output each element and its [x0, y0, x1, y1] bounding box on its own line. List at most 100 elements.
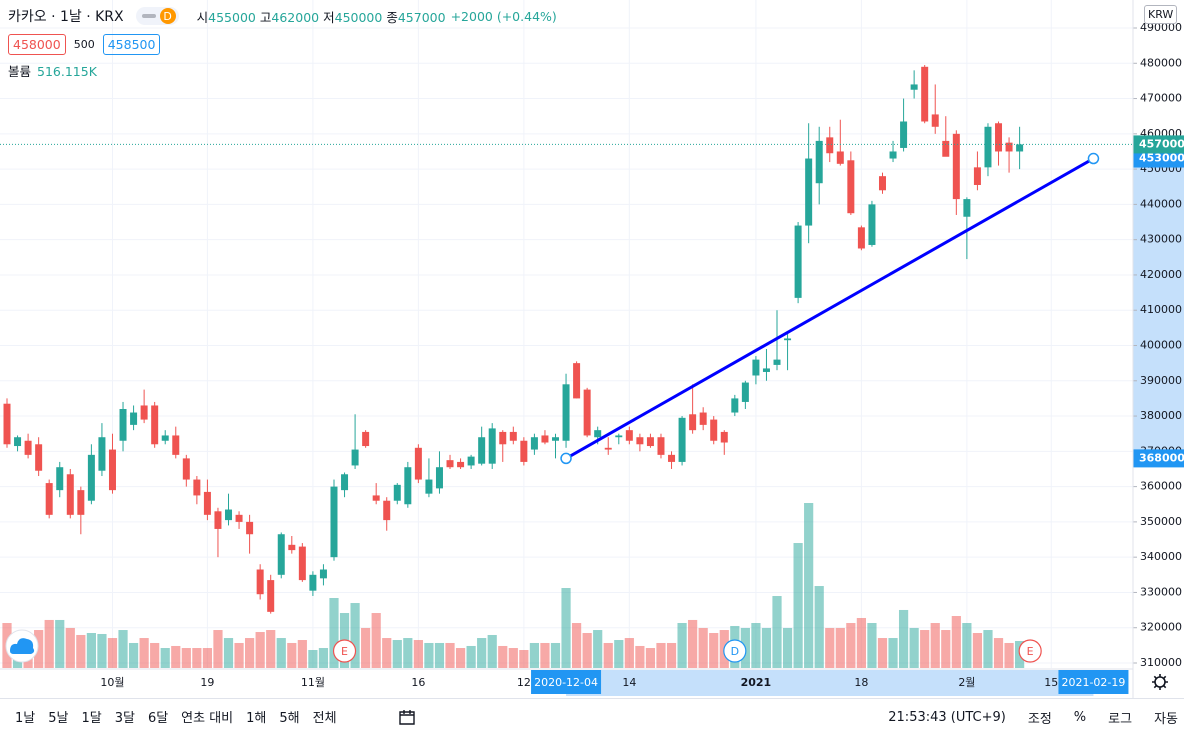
- volume-bar: [825, 627, 835, 668]
- candle-body: [214, 511, 222, 529]
- time-range-highlight: [566, 670, 1094, 696]
- candle-body: [720, 431, 728, 443]
- volume-bar: [487, 634, 497, 668]
- currency[interactable]: KRW: [1144, 5, 1178, 24]
- event-label: E: [1027, 645, 1034, 658]
- bid[interactable]: 458000: [8, 33, 66, 55]
- option-button[interactable]: 조정: [1027, 711, 1052, 727]
- volume-bar: [540, 642, 550, 668]
- candle-body: [752, 359, 760, 376]
- volume-bar: [65, 627, 75, 668]
- date-range-icon[interactable]: [397, 707, 417, 727]
- volume-name: 볼륨: [8, 64, 32, 79]
- range-button[interactable]: 3달: [114, 711, 135, 726]
- candle-body: [351, 449, 359, 466]
- settings-icon[interactable]: [1152, 674, 1168, 690]
- volume-bar: [656, 642, 666, 668]
- volume-bar: [793, 543, 803, 668]
- volume-bar: [455, 648, 466, 668]
- y-tick-label: 320000: [1140, 621, 1182, 634]
- y-tick-label: 380000: [1140, 409, 1182, 422]
- option-button[interactable]: %: [1073, 709, 1087, 725]
- volume-bar: [772, 596, 782, 668]
- volume-bar: [308, 650, 318, 668]
- x-tick-label: 11월: [301, 676, 325, 689]
- candle-body: [794, 225, 802, 298]
- volume-bar: [993, 638, 1004, 668]
- event-marker[interactable]: E: [332, 639, 357, 663]
- candle-body: [87, 454, 95, 501]
- volume-bar: [962, 623, 972, 668]
- event-label: E: [341, 645, 348, 658]
- volume-bar: [898, 609, 909, 668]
- candle-body: [140, 405, 148, 420]
- x-tick-label: 14: [622, 676, 636, 689]
- candle-body: [520, 440, 528, 462]
- range-button[interactable]: 5해: [279, 711, 300, 726]
- candle-body: [952, 133, 960, 200]
- volume-bar: [234, 642, 244, 668]
- spread: 500: [73, 37, 95, 51]
- candle-body: [225, 509, 233, 521]
- event-marker[interactable]: D: [723, 639, 747, 663]
- candle-body: [910, 84, 918, 90]
- candle-body: [921, 66, 929, 122]
- candle-body: [900, 121, 908, 148]
- candle-body: [552, 437, 559, 441]
- candle-body: [478, 437, 486, 464]
- logo[interactable]: [5, 629, 39, 663]
- range-button[interactable]: 1달: [81, 711, 102, 726]
- range-button[interactable]: 전체: [312, 711, 337, 726]
- candle-body: [868, 204, 876, 245]
- ask[interactable]: 458500: [102, 33, 161, 55]
- candle-body: [3, 403, 11, 445]
- candle-body: [878, 176, 886, 191]
- y-tick-label: 480000: [1140, 56, 1182, 69]
- range-button[interactable]: 1해: [246, 711, 267, 726]
- candle-body: [805, 158, 813, 226]
- gear-teeth[interactable]: [1152, 674, 1168, 690]
- volume-bar: [688, 619, 698, 668]
- price-label-box: [1133, 149, 1184, 168]
- range-button[interactable]: 1날: [15, 711, 36, 726]
- candle-body: [383, 500, 391, 521]
- option-button[interactable]: 자동: [1154, 711, 1178, 727]
- volume-bar: [413, 640, 423, 668]
- volume-bar: [751, 623, 761, 668]
- symbol[interactable]: 카카오 · 1날 · KRX: [8, 9, 124, 25]
- range-button[interactable]: 연초 대비: [181, 711, 234, 726]
- x-tick-label: 19: [200, 676, 214, 689]
- toolbar: 1날 5날 1달 3달 6달 연초 대비 1해 5해 전체 21:53:43 (UTC+9) 조…: [0, 698, 1184, 734]
- candle-body: [530, 437, 538, 450]
- candle-body: [573, 363, 581, 399]
- ohlc: 시455000 고462000 저450000 종457000: [193, 7, 446, 26]
- range-button[interactable]: 6달: [147, 711, 169, 726]
- candle-body: [931, 114, 939, 127]
- volume-bar: [508, 648, 518, 668]
- volume-bar: [582, 633, 592, 668]
- volume-bar: [835, 627, 845, 668]
- event-marker[interactable]: E: [1018, 639, 1042, 663]
- volume-bar: [192, 648, 202, 668]
- calendar[interactable]: [399, 710, 415, 725]
- candle-body: [942, 140, 950, 157]
- date-label-box: [1058, 670, 1129, 694]
- volume-bar: [318, 648, 329, 668]
- candle-body: [583, 389, 591, 436]
- volume-bar: [434, 642, 445, 668]
- logo-cloud[interactable]: [10, 638, 35, 654]
- volume-bar: [181, 648, 191, 668]
- candle-body: [984, 126, 992, 168]
- volume-bar: [666, 642, 677, 668]
- candle-body: [710, 419, 718, 441]
- volume-bar: [223, 638, 234, 668]
- candle-body: [604, 447, 612, 450]
- option-button[interactable]: 로그: [1108, 711, 1133, 727]
- candle-body: [414, 447, 422, 480]
- candle-body: [66, 474, 74, 515]
- candle-body: [108, 449, 116, 491]
- volume-legend: 볼륨 516.115K: [8, 61, 557, 80]
- badge[interactable]: D: [135, 7, 179, 25]
- range-button[interactable]: 5날: [48, 711, 69, 726]
- volume-bar: [909, 627, 919, 668]
